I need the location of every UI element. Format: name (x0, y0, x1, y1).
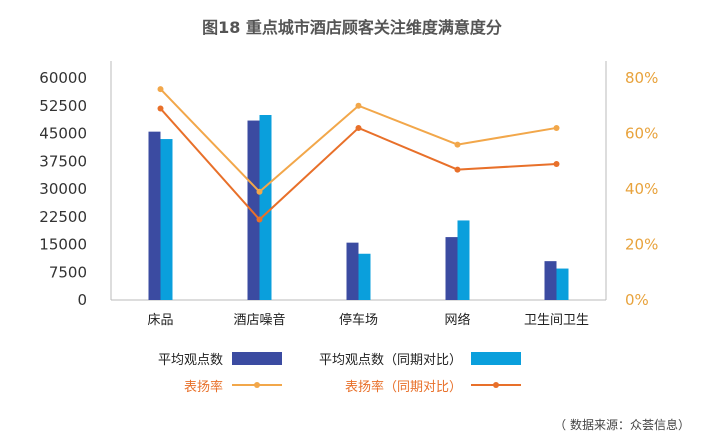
bar-avg-opinions (544, 261, 557, 300)
bar-avg-opinions (148, 131, 161, 300)
point-praise-rate-yoy (553, 161, 560, 168)
left-tick-label: 22500 (39, 208, 87, 226)
bars-group (148, 115, 569, 300)
left-tick-label: 15000 (39, 236, 87, 254)
point-praise-rate-yoy (454, 166, 461, 173)
legend-swatch-marker (493, 382, 499, 388)
right-tick-label: 60% (625, 125, 658, 143)
right-tick-label: 20% (625, 236, 658, 254)
legend-label: 表扬率（同期对比） (345, 379, 462, 395)
point-praise-rate (355, 102, 362, 109)
left-tick-label: 60000 (39, 69, 87, 87)
point-praise-rate (157, 86, 164, 93)
left-tick-label: 52500 (39, 97, 87, 115)
point-praise-rate (256, 188, 263, 195)
bar-avg-opinions (346, 242, 359, 300)
chart-title: 图18 重点城市酒店顾客关注维度满意度分 (202, 18, 502, 37)
x-tick-label: 网络 (444, 312, 470, 328)
bar-avg-opinions-yoy (457, 220, 470, 300)
point-praise-rate-yoy (355, 124, 362, 131)
right-tick-label: 80% (625, 69, 658, 87)
legend-label: 表扬率 (184, 379, 223, 395)
bar-avg-opinions-yoy (556, 268, 569, 300)
legend-swatch-bar (471, 352, 521, 365)
bar-avg-opinions (247, 120, 260, 300)
point-praise-rate (553, 124, 560, 131)
legend: 平均观点数 平均观点数（同期对比） 表扬率 表扬率（同期对比） (158, 352, 521, 395)
point-praise-rate-yoy (157, 105, 164, 112)
bar-avg-opinions-yoy (160, 139, 173, 300)
legend-swatch-marker (254, 382, 260, 388)
x-tick-label: 床品 (147, 313, 173, 328)
left-tick-label: 0 (77, 291, 87, 309)
bar-avg-opinions (445, 237, 458, 300)
legend-label: 平均观点数 (158, 353, 223, 368)
x-axis-ticks: 床品 酒店噪音 停车场 网络 卫生间卫生 (147, 312, 589, 328)
x-tick-label: 卫生间卫生 (524, 313, 589, 328)
bar-avg-opinions-yoy (259, 115, 272, 300)
point-praise-rate-yoy (256, 216, 263, 223)
lines-group (157, 86, 560, 223)
left-tick-label: 7500 (49, 263, 87, 281)
left-axis-ticks: 60000 52500 45000 37500 30000 22500 15000 7500 0 (39, 69, 87, 309)
legend-label: 平均观点数（同期对比） (319, 353, 462, 368)
bar-avg-opinions-yoy (358, 253, 371, 300)
source-note: （ 数据来源：众荟信息） (554, 417, 690, 432)
x-tick-label: 停车场 (339, 312, 378, 328)
legend-swatch-bar (232, 352, 282, 365)
left-tick-label: 30000 (39, 180, 87, 198)
right-tick-label: 40% (625, 180, 658, 198)
x-tick-label: 酒店噪音 (233, 312, 285, 328)
point-praise-rate (454, 141, 461, 148)
right-tick-label: 0% (625, 291, 649, 309)
left-tick-label: 37500 (39, 152, 87, 170)
right-axis-ticks: 80% 60% 40% 20% 0% (625, 69, 658, 309)
left-tick-label: 45000 (39, 125, 87, 143)
